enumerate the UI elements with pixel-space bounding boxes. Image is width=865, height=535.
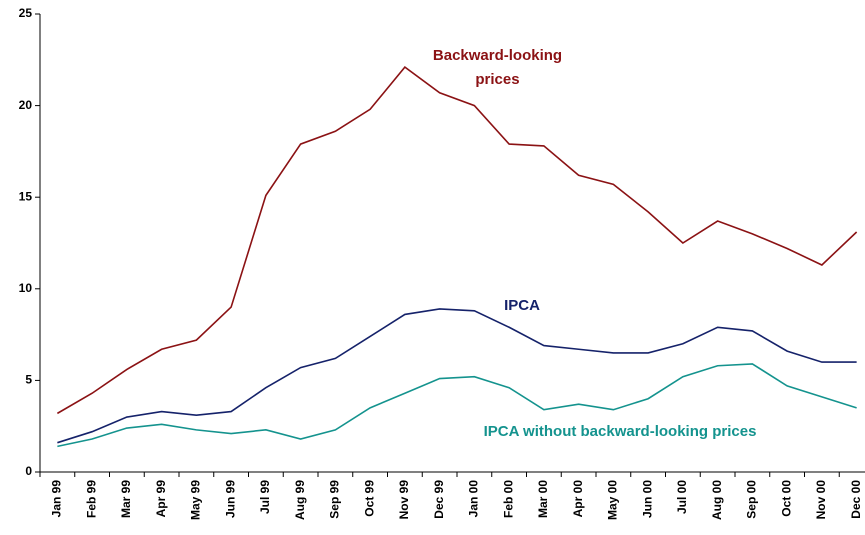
x-tick-label: May 99: [189, 480, 203, 520]
y-tick-label: 15: [19, 189, 33, 203]
y-tick-label: 20: [19, 98, 33, 112]
series-line: [56, 66, 858, 415]
series-label: IPCA without backward-looking prices: [483, 423, 757, 440]
x-tick-label: Mar 00: [536, 480, 550, 518]
x-tick-label: Mar 99: [119, 480, 133, 518]
x-tick-label: Aug 99: [293, 480, 307, 520]
x-tick-label: May 00: [606, 480, 620, 520]
x-tick-label: Jun 00: [640, 480, 654, 518]
y-tick-label: 0: [25, 464, 32, 478]
x-tick-label: Sep 99: [328, 480, 342, 519]
x-tick-label: Oct 99: [362, 480, 376, 517]
x-tick-label: Apr 99: [154, 480, 168, 518]
x-tick-label: Feb 99: [84, 480, 98, 518]
x-tick-label: Oct 00: [779, 480, 793, 517]
x-tick-label: Jul 00: [675, 480, 689, 514]
x-tick-label: Aug 00: [710, 480, 724, 520]
x-tick-label: Apr 00: [571, 480, 585, 518]
x-tick-label: Jan 00: [467, 480, 481, 518]
series-label: Backward-looking prices: [432, 47, 563, 88]
x-tick-label: Nov 00: [814, 480, 828, 520]
series-line: [57, 363, 857, 448]
x-tick-label: Sep 00: [745, 480, 759, 519]
series-line: [57, 308, 857, 444]
x-tick-label: Jan 99: [50, 480, 64, 518]
y-tick-label: 10: [19, 281, 33, 295]
series-label: IPCA: [504, 297, 540, 314]
x-tick-label: Nov 99: [397, 480, 411, 520]
x-tick-label: Dec 99: [432, 480, 446, 519]
y-tick-label: 25: [19, 6, 33, 20]
x-tick-label: Jul 99: [258, 480, 272, 514]
x-tick-label: Dec 00: [849, 480, 863, 519]
x-tick-label: Jun 99: [223, 480, 237, 518]
x-tick-label: Feb 00: [501, 480, 515, 518]
y-tick-label: 5: [25, 373, 32, 387]
